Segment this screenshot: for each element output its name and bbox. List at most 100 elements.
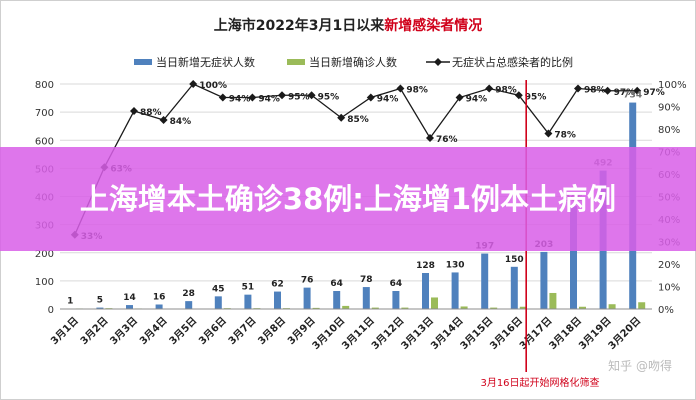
bar-label-8: 76 bbox=[301, 276, 314, 286]
bar-0-4 bbox=[185, 301, 193, 309]
bar-label-0: 1 bbox=[67, 297, 73, 307]
ratio-label-19: 97% bbox=[643, 88, 665, 98]
ratio-point-15 bbox=[514, 91, 523, 100]
ratio-point-7 bbox=[278, 91, 286, 100]
y-tick-label-6: 600 bbox=[35, 136, 54, 147]
ratio-label-7: 95% bbox=[288, 92, 310, 102]
legend-swatch-0 bbox=[134, 59, 152, 65]
bar-label-2: 14 bbox=[123, 293, 136, 303]
bar-0-16 bbox=[540, 251, 548, 309]
bar-1-18 bbox=[608, 304, 616, 309]
ratio-label-17: 98% bbox=[584, 86, 606, 96]
bar-0-10 bbox=[362, 287, 370, 309]
y-tick-label-2: 200 bbox=[35, 249, 54, 260]
bar-label-11: 64 bbox=[390, 279, 403, 289]
bar-1-19 bbox=[638, 302, 646, 309]
y2-tick-label-10: 100% bbox=[658, 80, 687, 91]
ratio-label-15: 95% bbox=[525, 92, 547, 102]
watermark: 知乎 @吻得 bbox=[608, 359, 672, 373]
ratio-point-17 bbox=[574, 84, 582, 93]
x-tick-label-0: 3月1日 bbox=[48, 315, 80, 347]
ratio-label-9: 85% bbox=[347, 115, 369, 125]
ratio-point-3 bbox=[159, 116, 168, 124]
bar-0-11 bbox=[392, 291, 400, 309]
x-tick-label-2: 3月3日 bbox=[108, 315, 140, 347]
bar-1-8 bbox=[312, 307, 320, 309]
x-tick-label-3: 3月4日 bbox=[137, 315, 169, 347]
ratio-point-2 bbox=[130, 107, 138, 115]
bar-0-2 bbox=[126, 305, 133, 309]
x-tick-label-1: 3月2日 bbox=[78, 315, 110, 347]
ratio-point-11 bbox=[396, 84, 405, 93]
bar-0-17 bbox=[570, 206, 577, 309]
bar-0-7 bbox=[274, 291, 281, 309]
bar-1-11 bbox=[401, 307, 409, 309]
ratio-point-16 bbox=[544, 129, 553, 138]
y-tick-label-7: 700 bbox=[35, 108, 54, 119]
chart-title-part1: 上海市2022年3月1日以来 bbox=[214, 17, 385, 34]
bar-label-13: 130 bbox=[446, 260, 465, 270]
bar-label-5: 45 bbox=[212, 284, 225, 294]
bar-label-7: 62 bbox=[271, 280, 284, 290]
y-tick-label-1: 100 bbox=[35, 277, 54, 288]
legend: 当日新增无症状人数 当日新增确诊人数 无症状占总感染者的比例 bbox=[134, 55, 573, 69]
ratio-label-16: 78% bbox=[554, 131, 576, 141]
x-tick-label-4: 3月5日 bbox=[167, 315, 199, 347]
bar-0-3 bbox=[155, 304, 163, 309]
ratio-point-10 bbox=[366, 93, 375, 102]
bar-1-14 bbox=[490, 307, 498, 309]
ratio-label-11: 98% bbox=[406, 86, 428, 96]
bar-1-12 bbox=[431, 297, 438, 309]
bar-label-10: 78 bbox=[360, 275, 373, 285]
bar-0-13 bbox=[451, 272, 459, 309]
caption-overlay: 上海增本土确诊38例:上海增1例本土病例 bbox=[0, 147, 696, 251]
bar-1-16 bbox=[549, 292, 557, 309]
bar-0-15 bbox=[510, 266, 518, 309]
x-tick-label-7: 3月8日 bbox=[256, 315, 288, 347]
ratio-label-14: 98% bbox=[495, 86, 517, 96]
bar-0-9 bbox=[333, 291, 341, 309]
legend-marker-2 bbox=[434, 58, 442, 66]
bar-label-6: 51 bbox=[242, 283, 255, 293]
ratio-label-6: 94% bbox=[258, 95, 280, 105]
ratio-label-10: 94% bbox=[377, 95, 399, 105]
bar-label-19: 734 bbox=[623, 91, 642, 101]
bar-0-6 bbox=[244, 294, 252, 309]
ratio-label-5: 94% bbox=[229, 95, 251, 105]
y2-tick-label-8: 80% bbox=[658, 125, 680, 136]
x-axis: 3月1日3月2日3月3日3月4日3月5日3月6日3月7日3月8日3月9日3月10… bbox=[48, 308, 652, 352]
screening-annotation: 3月16日起开始网格化筛查 bbox=[480, 376, 599, 389]
ratio-point-12 bbox=[426, 134, 434, 142]
ratio-label-12: 76% bbox=[436, 135, 458, 145]
bar-label-1: 5 bbox=[97, 296, 103, 306]
bar-label-15: 150 bbox=[505, 255, 524, 265]
ratio-label-4: 100% bbox=[199, 81, 227, 91]
bar-1-9 bbox=[342, 305, 350, 309]
y2-tick-label-1: 10% bbox=[658, 283, 680, 294]
ratio-label-8: 95% bbox=[318, 92, 340, 102]
ratio-label-2: 88% bbox=[140, 108, 162, 118]
bar-label-12: 128 bbox=[416, 261, 435, 271]
bar-1-13 bbox=[460, 306, 468, 309]
x-tick-label-5: 3月6日 bbox=[196, 315, 228, 347]
y2-tick-label-9: 90% bbox=[658, 103, 680, 114]
chart-title: 上海市2022年3月1日以来新增感染者情况 bbox=[214, 17, 482, 34]
ratio-point-19 bbox=[633, 86, 642, 95]
ratio-label-3: 84% bbox=[170, 117, 192, 127]
bar-0-8 bbox=[303, 287, 311, 309]
y-tick-label-0: 0 bbox=[48, 305, 54, 316]
x-tick-label-6: 3月7日 bbox=[226, 315, 258, 347]
bar-label-4: 28 bbox=[182, 289, 195, 299]
legend-label-1: 当日新增确诊人数 bbox=[309, 55, 397, 69]
y2-tick-label-2: 20% bbox=[658, 260, 680, 271]
y2-tick-label-0: 0% bbox=[658, 305, 674, 316]
ratio-point-18 bbox=[603, 86, 612, 95]
legend-label-0: 当日新增无症状人数 bbox=[156, 55, 255, 69]
caption-text: 上海增本土确诊38例:上海增1例本土病例 bbox=[79, 182, 617, 216]
legend-swatch-1 bbox=[287, 59, 305, 65]
bar-0-1 bbox=[96, 307, 104, 309]
bar-1-17 bbox=[579, 306, 586, 309]
ratio-point-8 bbox=[307, 91, 316, 100]
bar-1-15 bbox=[519, 306, 527, 309]
bar-0-5 bbox=[214, 296, 222, 309]
